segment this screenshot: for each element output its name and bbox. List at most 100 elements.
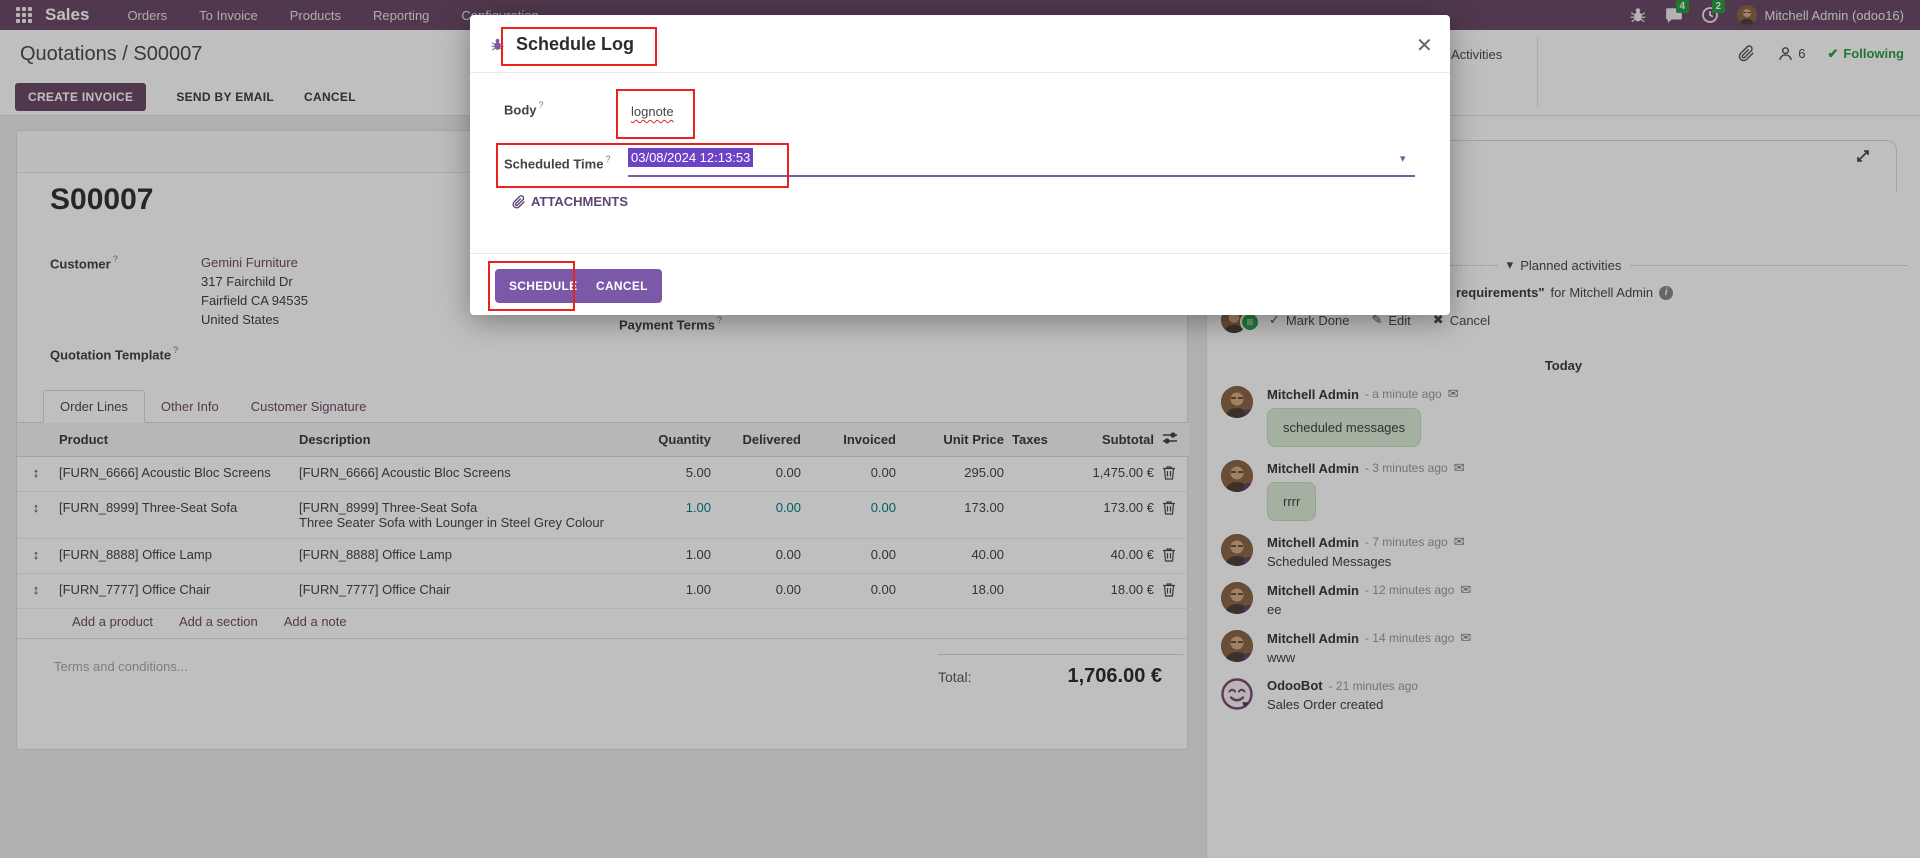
- col-taxes[interactable]: Taxes: [1008, 423, 1063, 457]
- odoobot-avatar[interactable]: ♥: [1221, 678, 1253, 710]
- message-avatar[interactable]: [1221, 460, 1253, 492]
- cell-taxes[interactable]: [1008, 573, 1063, 609]
- drag-handle-icon[interactable]: ↕: [17, 573, 55, 609]
- apps-grid-icon[interactable]: [16, 7, 32, 23]
- mark-done-button[interactable]: ✓ Mark Done: [1269, 312, 1350, 328]
- delete-row-icon[interactable]: [1162, 582, 1176, 597]
- drag-handle-icon[interactable]: ↕: [17, 538, 55, 574]
- cell-taxes[interactable]: [1008, 456, 1063, 492]
- cell-unit-price[interactable]: 295.00: [900, 456, 1008, 492]
- dropdown-caret-icon[interactable]: ▾: [1400, 153, 1406, 165]
- expand-icon[interactable]: [1855, 148, 1871, 164]
- table-row: ↕ [FURN_8999] Three-Seat Sofa [FURN_8999…: [17, 491, 1189, 539]
- help-marker: ?: [112, 254, 118, 264]
- cancel-activity-button[interactable]: ✖ Cancel: [1432, 312, 1491, 328]
- delete-row-icon[interactable]: [1162, 465, 1176, 480]
- cell-unit-price[interactable]: 40.00: [900, 538, 1008, 574]
- customer-link[interactable]: Gemini Furniture: [201, 255, 298, 270]
- tab-order-lines[interactable]: Order Lines: [43, 390, 145, 423]
- chatter-activities-tab[interactable]: Activities: [1451, 47, 1503, 62]
- create-invoice-button[interactable]: CREATE INVOICE: [15, 83, 147, 111]
- cell-quantity[interactable]: 1.00: [625, 491, 715, 539]
- menu-reporting[interactable]: Reporting: [373, 7, 430, 23]
- cell-quantity[interactable]: 1.00: [625, 573, 715, 609]
- close-icon[interactable]: ✕: [1416, 35, 1433, 57]
- envelope-icon: ✉: [1453, 534, 1465, 549]
- add-a-section-link[interactable]: Add a section: [178, 614, 258, 629]
- cell-delivered[interactable]: 0.00: [715, 538, 805, 574]
- info-icon[interactable]: i: [1659, 285, 1674, 300]
- schedule-button[interactable]: SCHEDULE: [495, 269, 592, 303]
- message-avatar[interactable]: [1221, 386, 1253, 418]
- attachments-button[interactable]: ATTACHMENTS: [512, 194, 628, 209]
- cell-delivered[interactable]: 0.00: [715, 491, 805, 539]
- send-by-email-button[interactable]: SEND BY EMAIL: [176, 90, 275, 104]
- cell-invoiced[interactable]: 0.00: [805, 573, 900, 609]
- activities-clock-icon[interactable]: 2: [1701, 0, 1726, 24]
- table-row: ↕ [FURN_8888] Office Lamp [FURN_8888] Of…: [17, 538, 1189, 574]
- message-avatar[interactable]: [1221, 630, 1253, 662]
- col-delivered[interactable]: Delivered: [715, 423, 805, 457]
- message-avatar[interactable]: [1221, 534, 1253, 566]
- planned-activities-toggle[interactable]: ▾ Planned activities: [1507, 257, 1622, 273]
- cell-quantity[interactable]: 1.00: [625, 538, 715, 574]
- message-avatar[interactable]: [1221, 582, 1253, 614]
- scheduled-time-input[interactable]: 03/08/2024 12:13:53: [628, 148, 754, 167]
- tab-other-info[interactable]: Other Info: [160, 399, 219, 414]
- cell-product[interactable]: [FURN_8999] Three-Seat Sofa: [55, 491, 295, 539]
- cell-description[interactable]: [FURN_6666] Acoustic Bloc Screens: [295, 456, 625, 492]
- cell-unit-price[interactable]: 173.00: [900, 491, 1008, 539]
- drag-handle-icon[interactable]: ↕: [17, 456, 55, 492]
- delete-row-icon[interactable]: [1162, 500, 1176, 515]
- tab-customer-signature[interactable]: Customer Signature: [250, 399, 367, 414]
- add-a-product-link[interactable]: Add a product: [72, 614, 153, 629]
- message-author: OdooBot: [1267, 678, 1323, 693]
- cell-taxes[interactable]: [1008, 538, 1063, 574]
- body-field-input[interactable]: lognote: [631, 104, 674, 119]
- drag-handle-icon[interactable]: ↕: [17, 491, 55, 539]
- menu-orders[interactable]: Orders: [127, 7, 168, 23]
- user-menu[interactable]: Mitchell Admin (odoo16): [1736, 5, 1904, 25]
- following-button[interactable]: ✔ Following: [1827, 46, 1904, 62]
- cell-invoiced[interactable]: 0.00: [805, 538, 900, 574]
- app-name[interactable]: Sales: [45, 5, 90, 24]
- cell-quantity[interactable]: 5.00: [625, 456, 715, 492]
- cell-delivered[interactable]: 0.00: [715, 573, 805, 609]
- followers-counter[interactable]: 6: [1777, 45, 1805, 62]
- cell-taxes[interactable]: [1008, 491, 1063, 539]
- cell-invoiced[interactable]: 0.00: [805, 456, 900, 492]
- col-subtotal[interactable]: Subtotal: [1063, 423, 1158, 457]
- messages-icon[interactable]: 4: [1665, 0, 1690, 24]
- cell-product[interactable]: [FURN_6666] Acoustic Bloc Screens: [55, 456, 295, 492]
- edit-activity-button[interactable]: ✎ Edit: [1371, 312, 1411, 328]
- cell-description[interactable]: [FURN_8888] Office Lamp: [295, 538, 625, 574]
- menu-products[interactable]: Products: [289, 7, 342, 23]
- cell-description[interactable]: [FURN_8999] Three-Seat Sofa Three Seater…: [295, 491, 625, 539]
- col-quantity[interactable]: Quantity: [625, 423, 715, 457]
- col-description[interactable]: Description: [295, 423, 625, 457]
- cell-unit-price[interactable]: 18.00: [900, 573, 1008, 609]
- envelope-icon: ✉: [1447, 386, 1459, 401]
- optional-columns-icon[interactable]: [1162, 431, 1178, 445]
- cancel-order-button[interactable]: CANCEL: [304, 90, 356, 104]
- paperclip-icon: [512, 194, 526, 209]
- delete-row-icon[interactable]: [1162, 547, 1176, 562]
- col-product[interactable]: Product: [55, 423, 295, 457]
- attachment-paperclip-icon[interactable]: [1738, 45, 1755, 62]
- col-invoiced[interactable]: Invoiced: [805, 423, 900, 457]
- debug-bug-icon[interactable]: [1629, 6, 1647, 24]
- col-unit-price[interactable]: Unit Price: [900, 423, 1008, 457]
- cell-product[interactable]: [FURN_7777] Office Chair: [55, 573, 295, 609]
- terms-and-conditions-placeholder[interactable]: Terms and conditions...: [54, 659, 188, 674]
- menu-to-invoice[interactable]: To Invoice: [199, 7, 258, 23]
- nav-right: 4 2 Mitchell Admin (odoo16): [1629, 0, 1904, 25]
- cell-invoiced[interactable]: 0.00: [805, 491, 900, 539]
- cell-product[interactable]: [FURN_8888] Office Lamp: [55, 538, 295, 574]
- cell-delivered[interactable]: 0.00: [715, 456, 805, 492]
- breadcrumb-separator: /: [116, 43, 134, 65]
- add-a-note-link[interactable]: Add a note: [283, 614, 347, 629]
- cancel-button[interactable]: CANCEL: [582, 269, 662, 303]
- breadcrumb-quotations[interactable]: Quotations: [20, 43, 117, 65]
- cell-description[interactable]: [FURN_7777] Office Chair: [295, 573, 625, 609]
